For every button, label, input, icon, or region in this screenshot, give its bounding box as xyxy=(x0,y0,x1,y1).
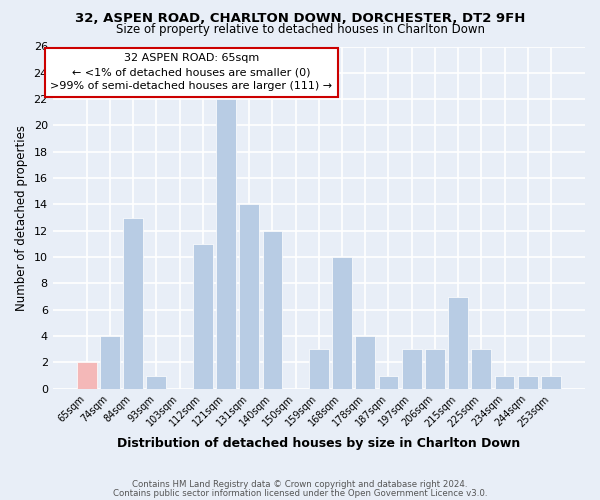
Bar xyxy=(518,376,538,389)
Bar xyxy=(100,336,120,389)
Text: 32 ASPEN ROAD: 65sqm
← <1% of detached houses are smaller (0)
>99% of semi-detac: 32 ASPEN ROAD: 65sqm ← <1% of detached h… xyxy=(50,53,332,91)
Bar xyxy=(332,257,352,389)
Text: Contains HM Land Registry data © Crown copyright and database right 2024.: Contains HM Land Registry data © Crown c… xyxy=(132,480,468,489)
Bar xyxy=(193,244,212,389)
Text: 32, ASPEN ROAD, CHARLTON DOWN, DORCHESTER, DT2 9FH: 32, ASPEN ROAD, CHARLTON DOWN, DORCHESTE… xyxy=(75,12,525,26)
Bar xyxy=(263,231,282,389)
Bar xyxy=(216,99,236,389)
Bar xyxy=(472,350,491,389)
Bar xyxy=(402,350,422,389)
Bar xyxy=(425,350,445,389)
Text: Size of property relative to detached houses in Charlton Down: Size of property relative to detached ho… xyxy=(115,22,485,36)
Bar xyxy=(494,376,514,389)
Bar xyxy=(448,296,468,389)
Bar xyxy=(77,362,97,389)
Bar xyxy=(309,350,329,389)
Bar xyxy=(355,336,375,389)
Text: Contains public sector information licensed under the Open Government Licence v3: Contains public sector information licen… xyxy=(113,488,487,498)
Y-axis label: Number of detached properties: Number of detached properties xyxy=(15,124,28,310)
Bar xyxy=(379,376,398,389)
Bar xyxy=(239,204,259,389)
X-axis label: Distribution of detached houses by size in Charlton Down: Distribution of detached houses by size … xyxy=(117,437,520,450)
Bar xyxy=(123,218,143,389)
Bar xyxy=(541,376,561,389)
Bar xyxy=(146,376,166,389)
